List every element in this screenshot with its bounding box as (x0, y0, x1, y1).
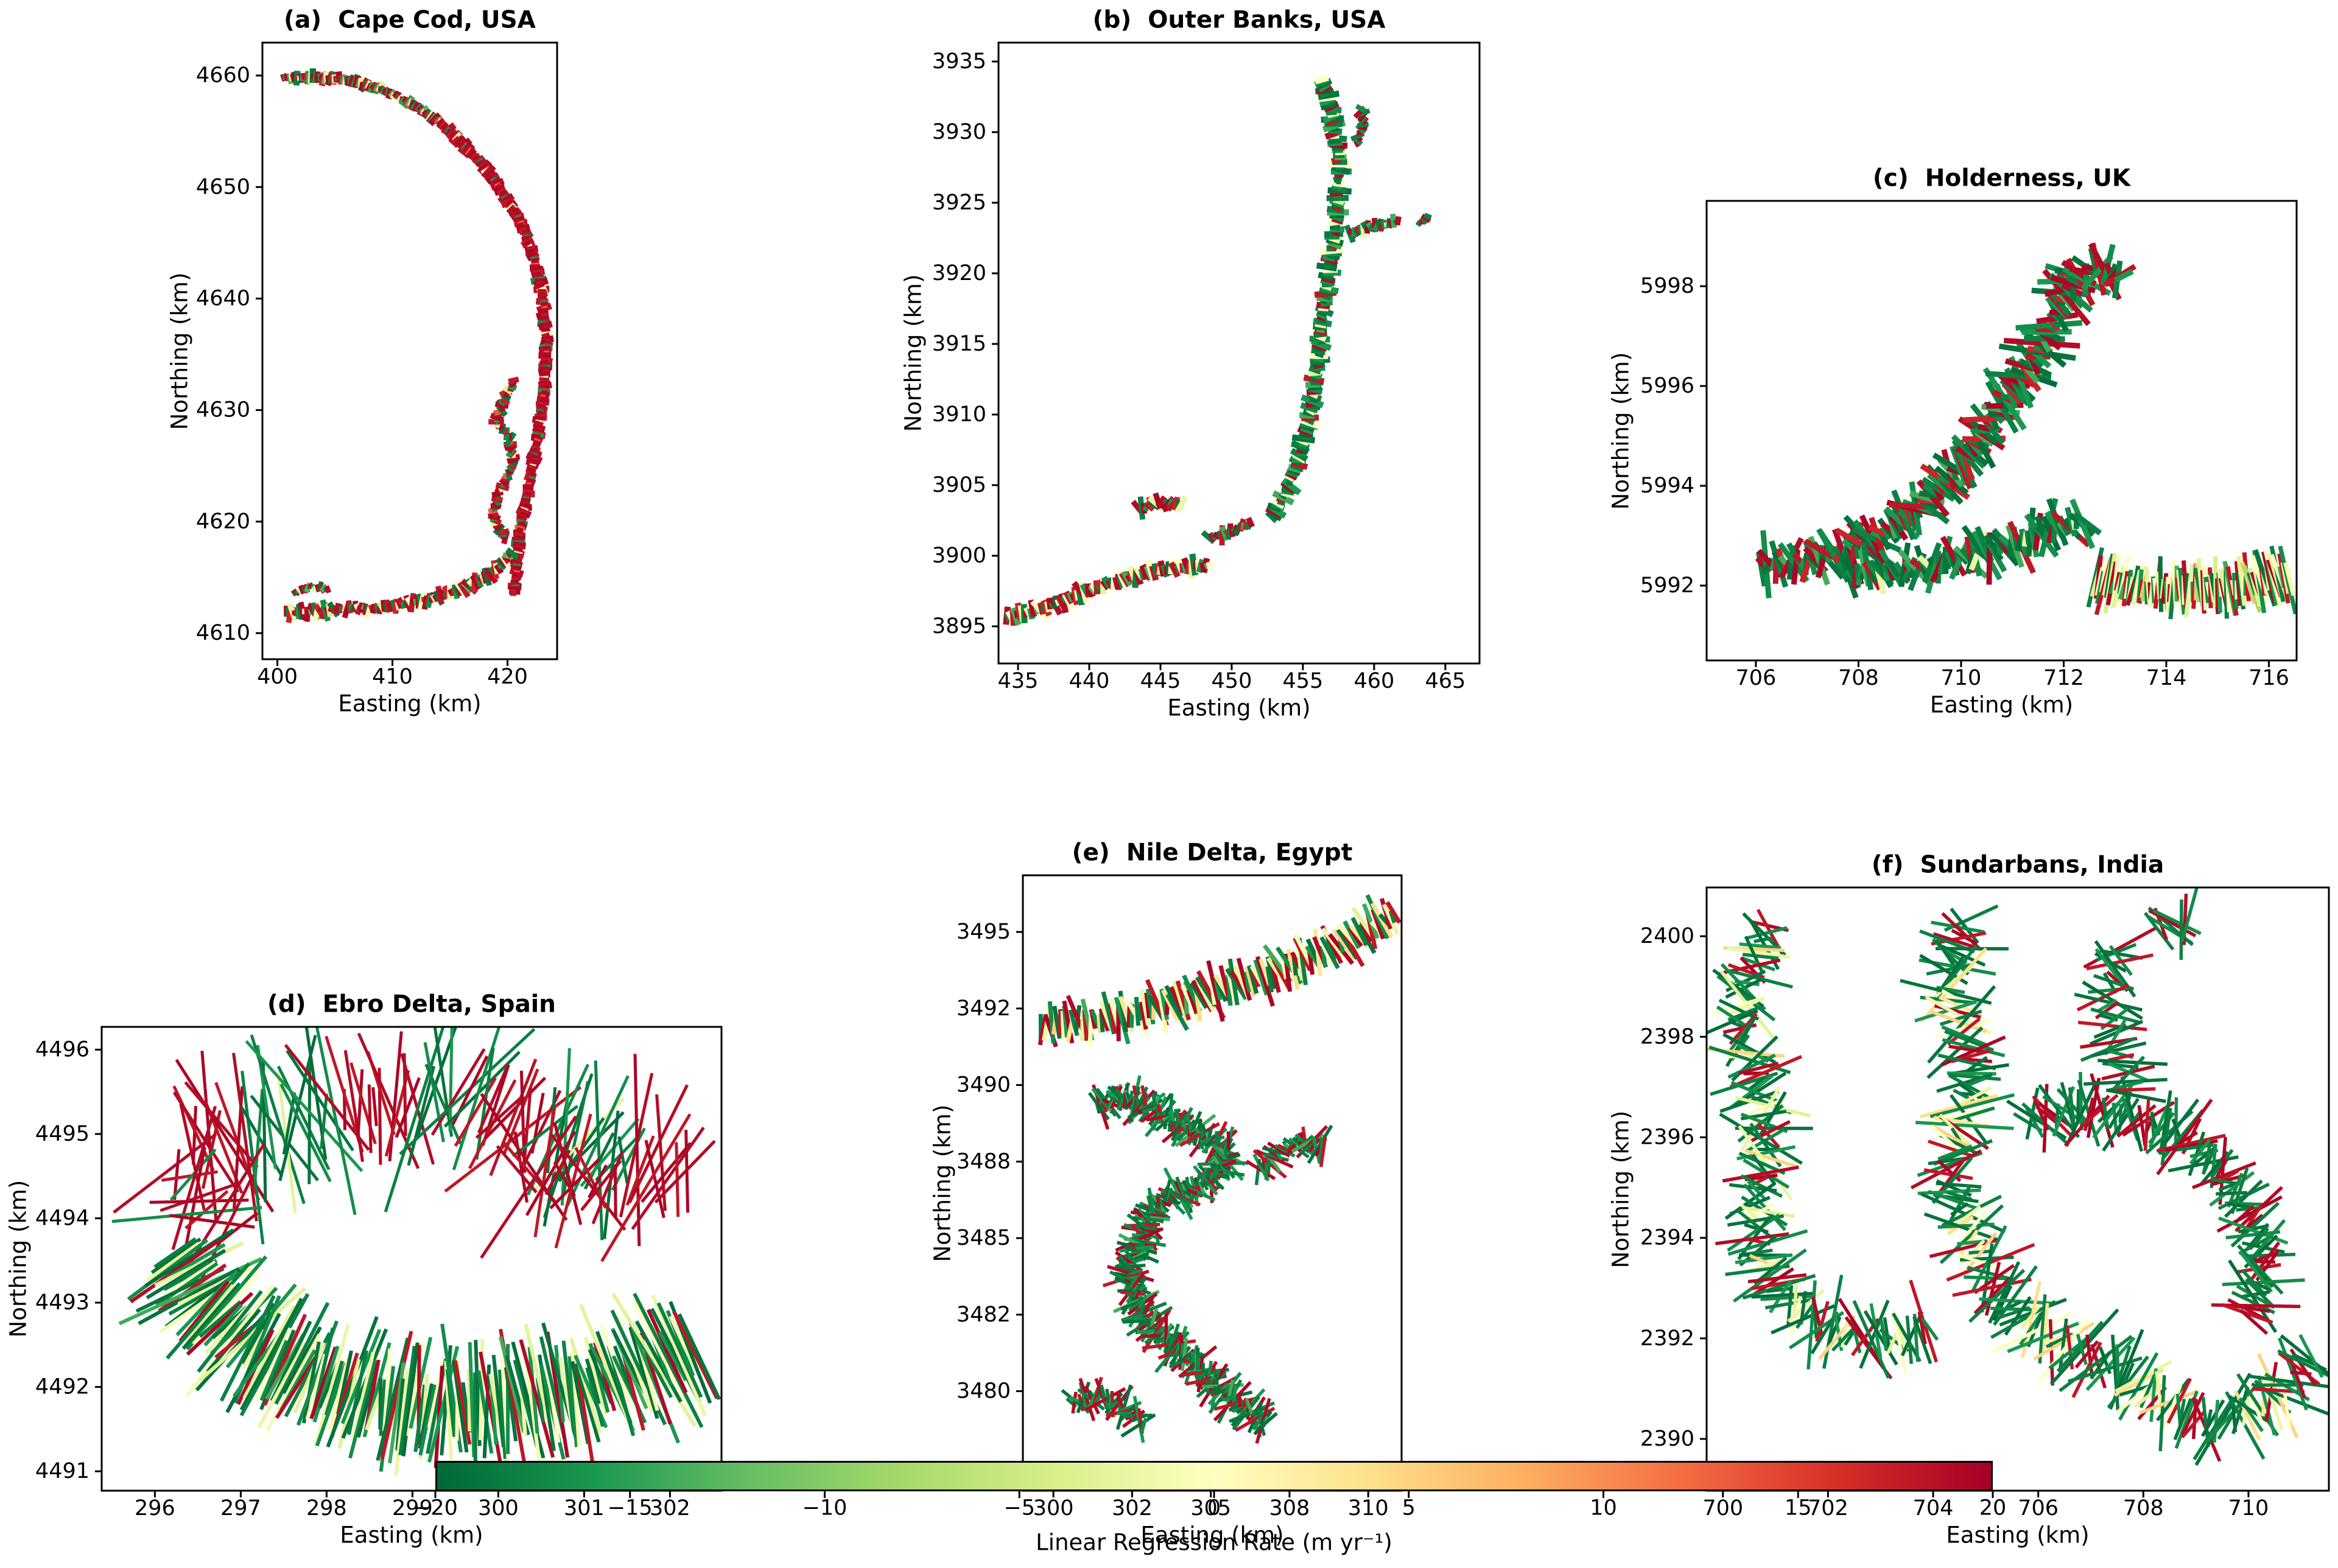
colorbar-tick-label: −20 (413, 1496, 458, 1521)
colorbar-tick-label: −5 (1003, 1496, 1036, 1521)
colorbar-tick-label: 15 (1784, 1496, 1812, 1521)
colorbar-tick-label: −15 (607, 1496, 653, 1521)
colorbar-tick-label: 10 (1590, 1496, 1617, 1521)
colorbar-tick-label: 20 (1979, 1496, 2007, 1521)
colorbar-tick-label: −10 (802, 1496, 848, 1521)
colorbar-gradient (435, 1461, 1993, 1491)
colorbar-tick-label: 0 (1207, 1496, 1221, 1521)
colorbar-tick-label: 5 (1402, 1496, 1416, 1521)
colorbar-tick-marks (434, 1491, 1994, 1498)
colorbar-label: Linear Regression Rate (m yr⁻¹) (1036, 1529, 1392, 1556)
